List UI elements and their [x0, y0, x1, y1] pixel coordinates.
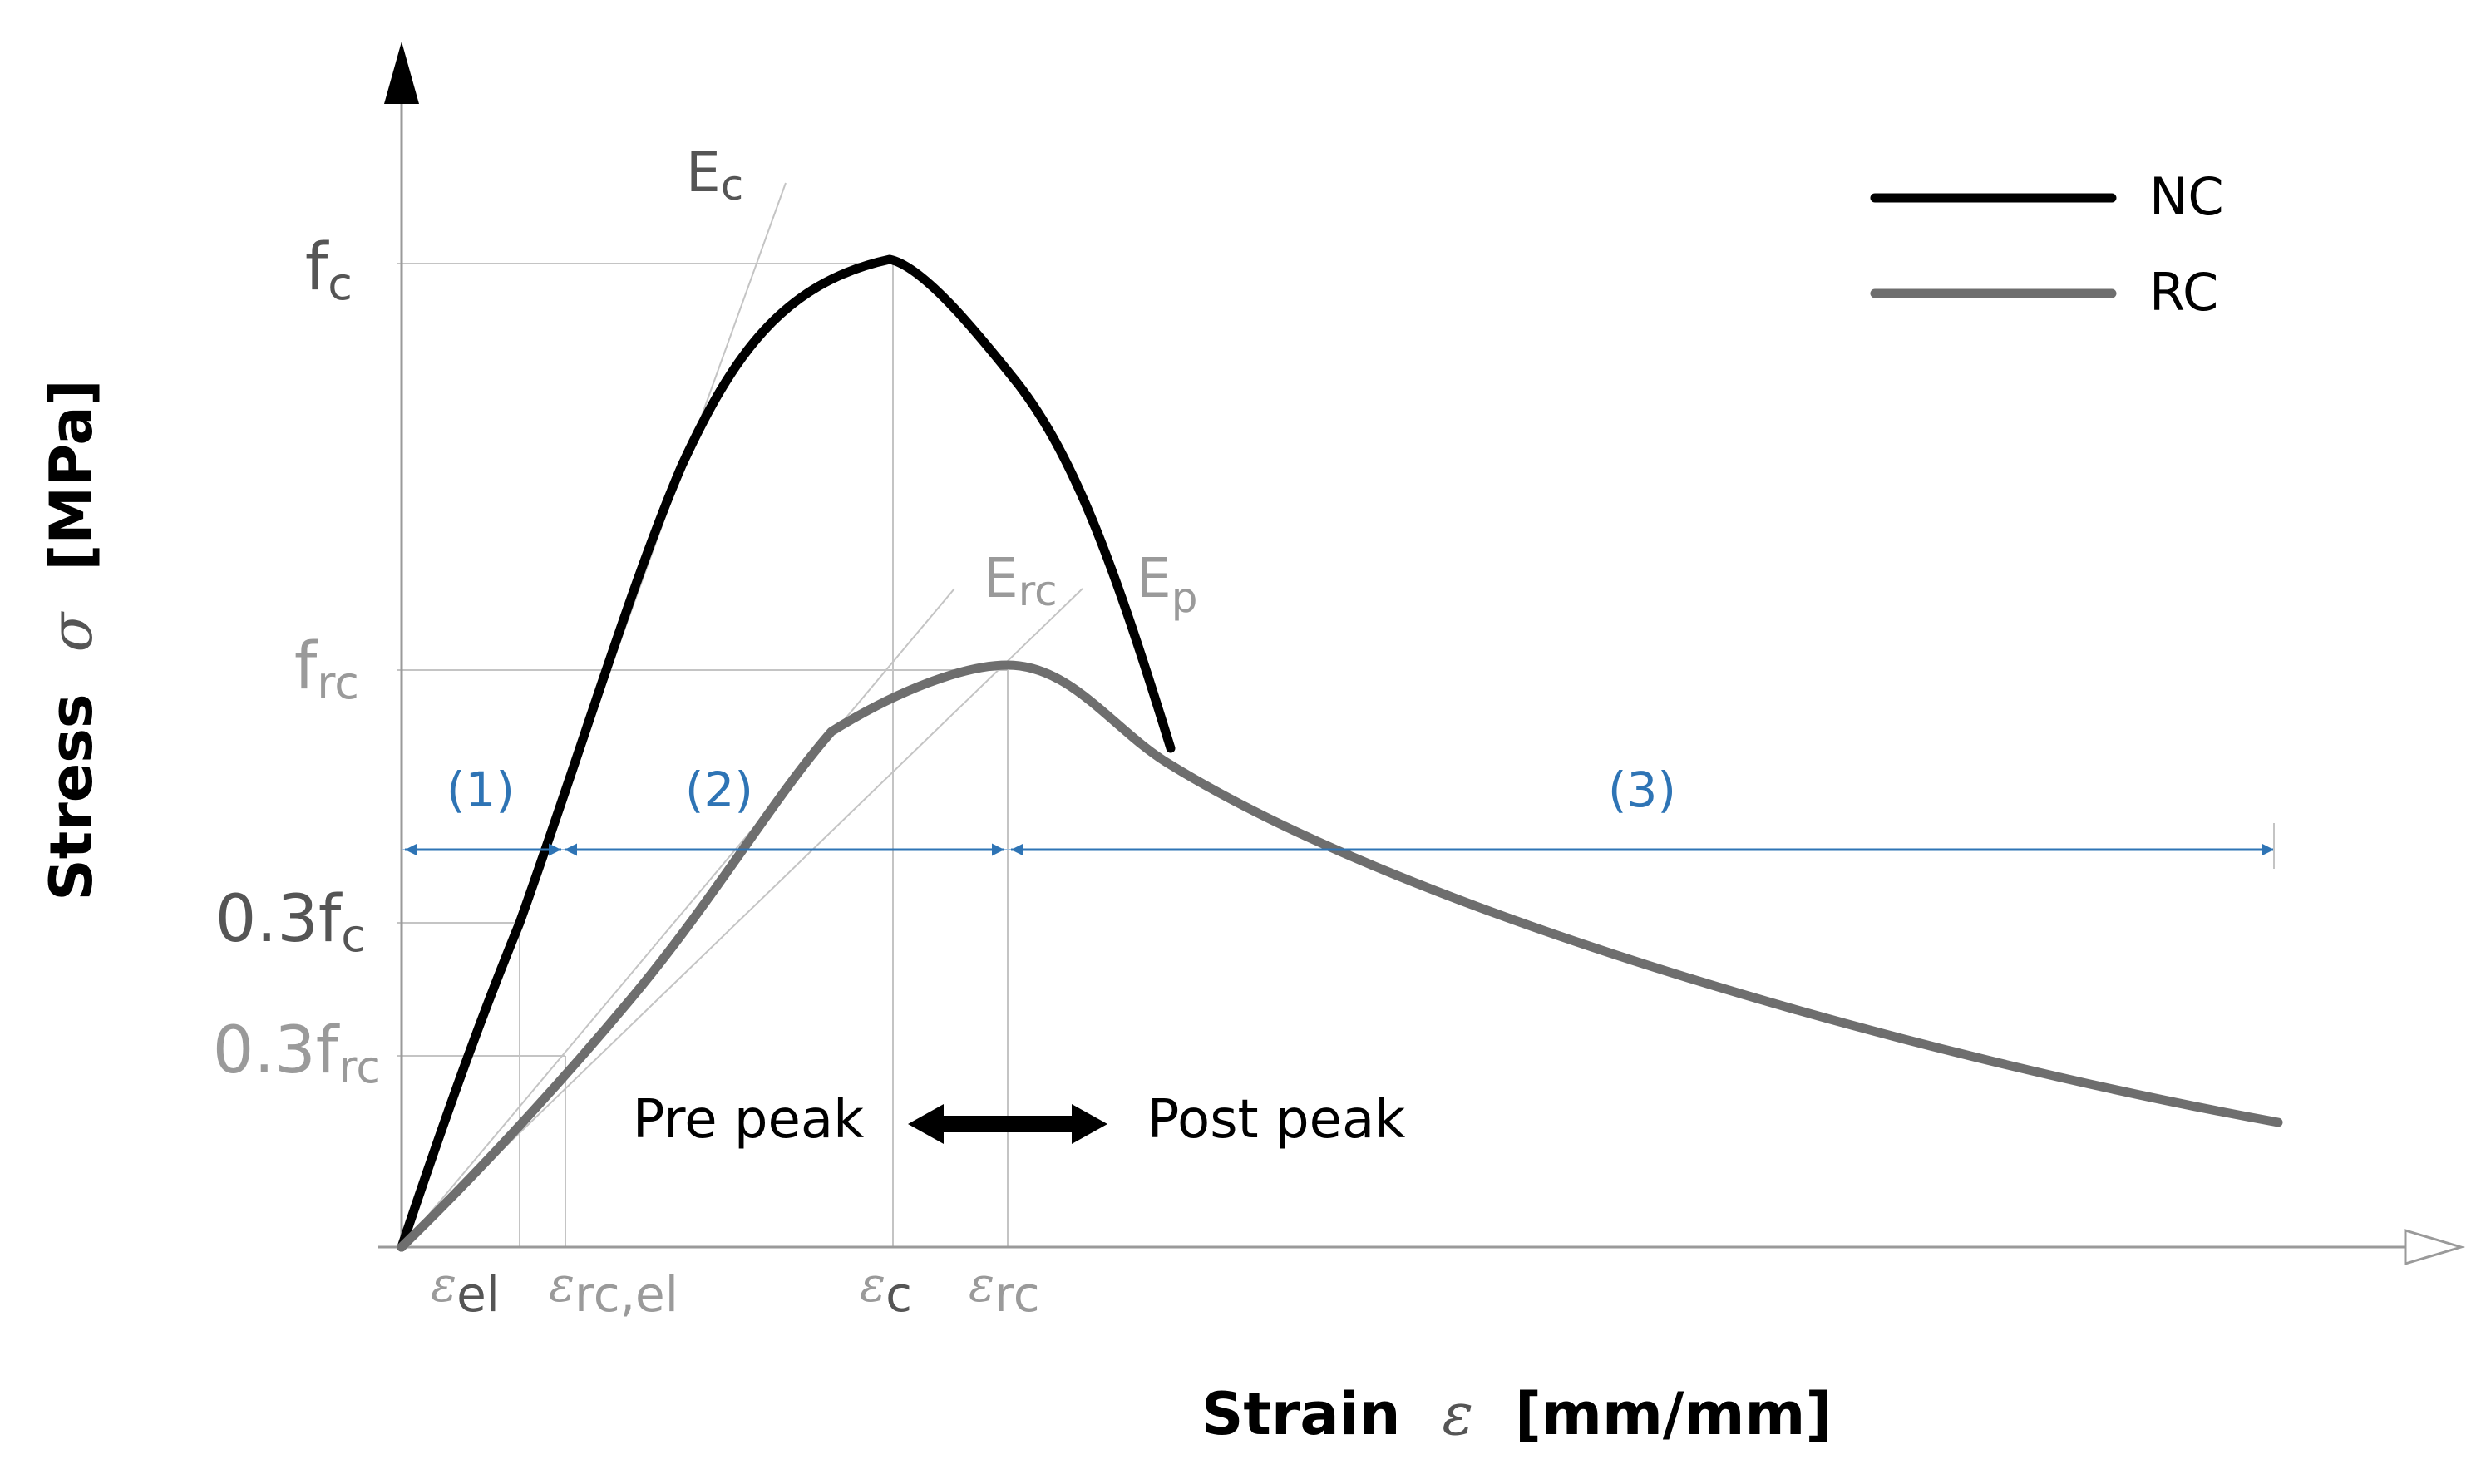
stage-3-label: (3) — [1608, 762, 1676, 818]
post-peak-label: Post peak — [1147, 1089, 1406, 1151]
post-peak-arrow — [1008, 1104, 1107, 1144]
erc-label: Erc — [984, 546, 1058, 615]
frc-mark: frc — [294, 629, 359, 709]
axes — [378, 42, 2466, 1266]
fc-mark: fc — [305, 230, 353, 310]
pre-peak-label: Pre peak — [633, 1089, 864, 1151]
ec-label: Ec — [686, 141, 743, 210]
x-axis-title: Strain ε [mm/mm] — [1201, 1380, 1832, 1448]
ep-label: Ep — [1137, 546, 1197, 622]
nc-curve — [397, 254, 1176, 1252]
y-axis-arrow — [384, 42, 419, 104]
fc03-mark: 0.3fc — [215, 882, 366, 962]
y-axis-title: Stressσ[MPa] — [37, 379, 106, 900]
stage-1-label: (1) — [446, 762, 515, 818]
legend: NC RC — [1870, 166, 2224, 323]
eps-rcel-mark: εrc,el — [549, 1256, 678, 1323]
eps-c-mark: εc — [860, 1256, 912, 1323]
stage-2-label: (2) — [685, 762, 753, 818]
eps-rc-mark: εrc — [969, 1256, 1040, 1323]
legend-rc-label: RC — [2149, 262, 2218, 323]
erc-tangent — [401, 588, 955, 1248]
x-axis-arrow — [2404, 1228, 2466, 1266]
pre-peak-arrow — [908, 1104, 1008, 1144]
rc-curve — [397, 660, 2283, 1252]
frc03-mark: 0.3frc — [213, 1013, 381, 1093]
eps-el-mark: εel — [431, 1256, 500, 1323]
legend-nc-label: NC — [2149, 166, 2224, 227]
